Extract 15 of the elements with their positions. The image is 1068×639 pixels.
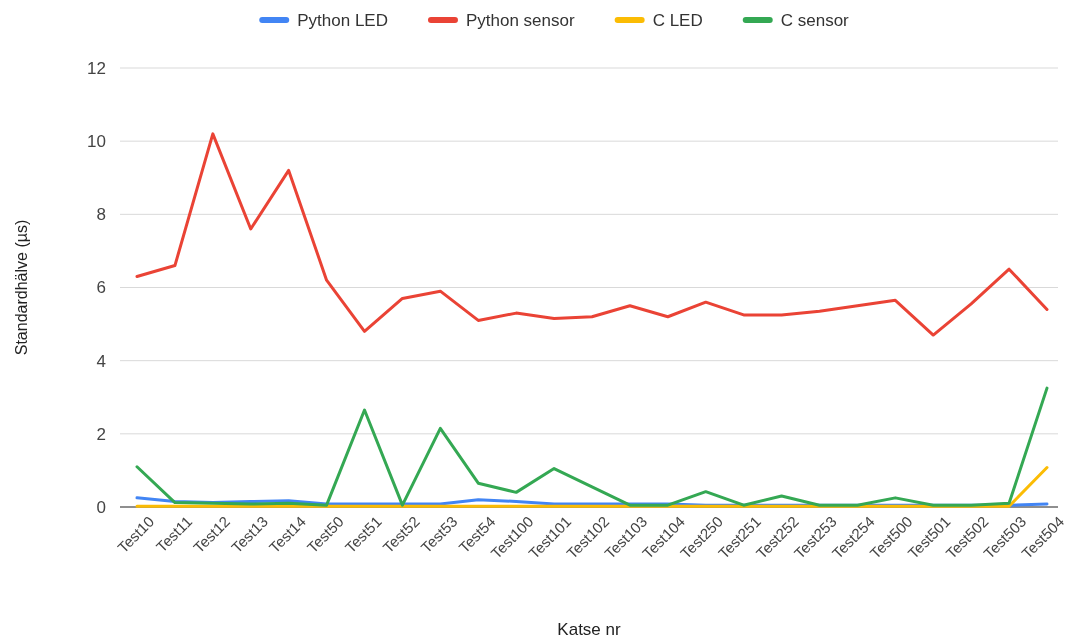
- line-series: [135, 132, 1049, 337]
- y-tick-label: 4: [96, 351, 106, 371]
- y-tick-label: 0: [96, 497, 106, 517]
- y-tick-label: 12: [87, 58, 106, 78]
- y-tick-label: 10: [87, 132, 106, 152]
- legend-label: Python sensor: [465, 11, 575, 30]
- legend-label: C LED: [652, 11, 703, 30]
- y-axis-title: Standardhälve (µs): [13, 219, 30, 356]
- legend-label: C sensor: [780, 11, 850, 30]
- y-tick-label: 2: [96, 424, 106, 444]
- x-axis-title: Katse nr: [557, 620, 621, 639]
- y-tick-label: 8: [96, 205, 106, 225]
- line-series: [135, 386, 1049, 507]
- y-tick-label: 6: [96, 278, 106, 298]
- legend-label: Python LED: [297, 11, 388, 30]
